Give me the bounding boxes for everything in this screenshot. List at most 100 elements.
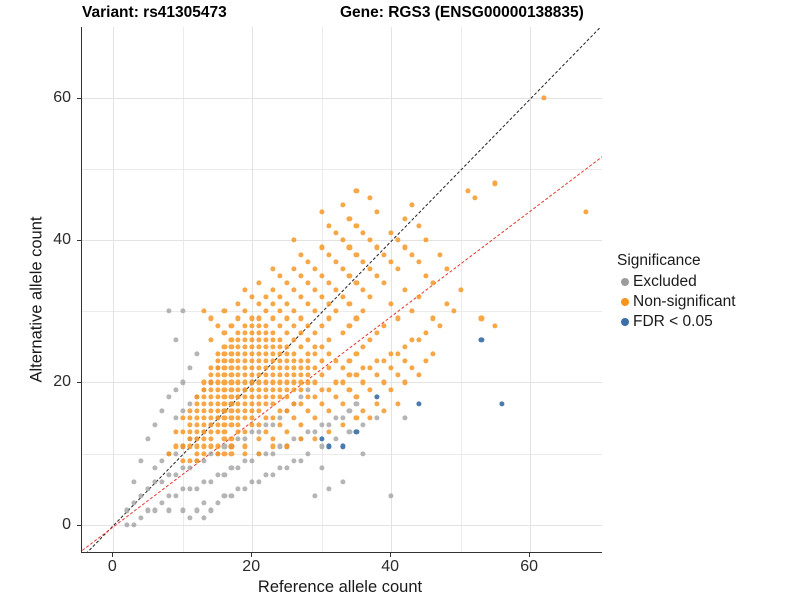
data-point <box>173 415 179 421</box>
data-point <box>305 358 311 364</box>
data-point <box>207 379 214 385</box>
data-point <box>298 394 304 400</box>
data-point <box>228 401 234 407</box>
data-point <box>256 394 262 400</box>
legend-dot-icon <box>620 317 630 327</box>
data-point <box>187 408 193 414</box>
data-point <box>353 401 359 407</box>
data-point <box>242 372 248 378</box>
data-point <box>235 465 241 471</box>
data-point <box>145 436 151 442</box>
gridline-h-30 <box>82 311 602 313</box>
data-point <box>228 386 234 393</box>
gridline-v-60 <box>530 27 532 552</box>
data-point <box>242 394 248 400</box>
data-point <box>228 344 234 350</box>
data-point <box>207 507 214 513</box>
legend-item-fdr-0-05[interactable]: FDR < 0.05 <box>617 312 797 332</box>
data-point <box>326 365 332 371</box>
data-point <box>256 351 262 357</box>
data-point <box>235 379 241 385</box>
data-point <box>319 401 325 407</box>
y-tick-label-20: 20 <box>53 373 71 391</box>
data-point <box>312 365 318 371</box>
data-point <box>256 379 262 385</box>
x-tick-label-40: 40 <box>381 558 399 575</box>
data-point <box>194 436 200 442</box>
plot-area <box>82 27 602 552</box>
data-point <box>326 223 332 229</box>
data-point <box>207 450 214 457</box>
data-point <box>367 195 373 201</box>
x-tick-label-0: 0 <box>107 558 117 575</box>
data-point <box>395 266 401 272</box>
data-point <box>402 415 408 421</box>
data-point <box>159 500 165 506</box>
data-point <box>305 337 311 343</box>
data-point <box>284 280 290 286</box>
data-point <box>444 266 450 272</box>
data-point <box>201 479 207 485</box>
data-point <box>277 415 283 421</box>
data-point <box>263 372 269 378</box>
data-point <box>256 280 262 286</box>
data-point <box>333 287 339 293</box>
data-point <box>221 372 227 378</box>
x-tick-label-60: 60 <box>520 558 538 575</box>
data-point <box>284 372 290 378</box>
data-point <box>305 394 311 400</box>
data-point <box>214 500 221 506</box>
data-point <box>235 315 241 321</box>
data-point <box>298 401 304 407</box>
data-point <box>235 386 241 393</box>
data-point <box>221 422 227 428</box>
y-axis-title: Alternative allele count <box>27 216 46 383</box>
data-point <box>214 472 221 478</box>
data-point <box>173 429 179 435</box>
data-point <box>416 259 422 265</box>
data-point <box>228 493 234 499</box>
legend-item-non-significant[interactable]: Non-significant <box>617 292 797 312</box>
data-point <box>464 187 471 194</box>
data-point <box>305 280 311 286</box>
x-tick-mark-0 <box>112 553 114 557</box>
legend-item-excluded[interactable]: Excluded <box>617 272 797 292</box>
data-point <box>402 244 408 250</box>
data-point <box>180 408 186 414</box>
data-point <box>367 237 373 243</box>
data-point <box>339 422 346 428</box>
data-point <box>298 330 304 336</box>
data-point <box>214 415 221 421</box>
data-point <box>360 422 366 428</box>
data-point <box>430 351 436 357</box>
x-axis-title: Reference allele count <box>257 578 423 596</box>
data-point <box>360 450 366 457</box>
data-point <box>207 365 214 371</box>
data-point <box>326 337 332 343</box>
data-point <box>541 95 547 101</box>
x-tick-mark-40 <box>390 553 392 557</box>
data-point <box>333 394 339 400</box>
legend-dot-icon <box>620 277 630 287</box>
data-point <box>180 308 186 314</box>
data-point <box>214 408 221 414</box>
data-point <box>242 401 248 407</box>
data-point <box>305 386 311 393</box>
data-point <box>284 394 290 400</box>
data-point <box>346 216 352 222</box>
data-point <box>312 287 318 293</box>
data-point <box>173 450 179 457</box>
data-point <box>242 415 248 421</box>
data-point <box>145 486 151 492</box>
data-point <box>437 322 443 329</box>
data-point <box>478 315 484 321</box>
data-point <box>201 401 207 407</box>
data-point <box>201 450 207 457</box>
data-point <box>381 408 387 414</box>
data-point <box>305 365 311 371</box>
data-point <box>298 273 304 279</box>
data-point <box>346 301 352 307</box>
data-point <box>277 337 283 343</box>
data-point <box>270 422 276 428</box>
data-point <box>194 507 200 513</box>
